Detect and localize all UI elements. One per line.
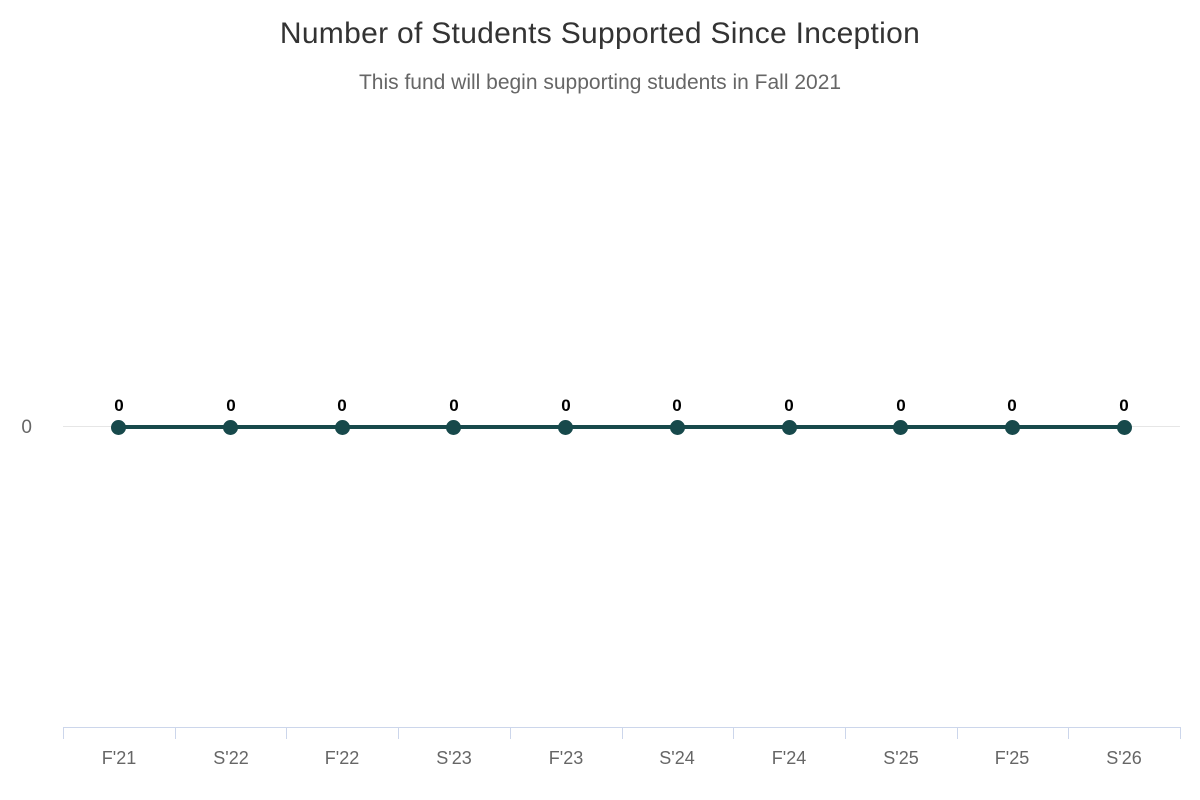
data-point[interactable]: [893, 420, 908, 435]
x-axis-tick: [63, 727, 64, 739]
x-axis-tick: [1180, 727, 1181, 739]
x-axis-category-label: S'22: [213, 748, 249, 768]
data-point[interactable]: [223, 420, 238, 435]
data-point[interactable]: [446, 420, 461, 435]
data-point-label: 0: [784, 396, 794, 415]
data-point[interactable]: [782, 420, 797, 435]
x-axis-tick: [510, 727, 511, 739]
data-point-label: 0: [226, 396, 236, 415]
data-point-label: 0: [337, 396, 347, 415]
x-axis-tick: [398, 727, 399, 739]
x-axis-category-label: S'23: [436, 748, 472, 768]
data-point[interactable]: [1117, 420, 1132, 435]
x-axis-tick: [1068, 727, 1069, 739]
data-point-label: 0: [1007, 396, 1017, 415]
data-point-label: 0: [114, 396, 124, 415]
x-axis-tick: [733, 727, 734, 739]
chart-title: Number of Students Supported Since Incep…: [279, 17, 921, 50]
x-axis-tick: [175, 727, 176, 739]
x-axis-tick: [286, 727, 287, 739]
data-point[interactable]: [1005, 420, 1020, 435]
data-point-label: 0: [672, 396, 682, 415]
chart-subtitle: This fund will begin supporting students…: [358, 71, 842, 94]
data-point-label: 0: [449, 396, 459, 415]
x-axis-category-label: S'25: [883, 748, 919, 768]
data-point[interactable]: [670, 420, 685, 435]
x-axis-category-label: F'24: [771, 748, 807, 768]
x-axis-category-label: S'24: [659, 748, 695, 768]
data-point[interactable]: [111, 420, 126, 435]
x-axis-category-label: F'22: [324, 748, 360, 768]
series-line: [119, 425, 1124, 429]
data-point-label: 0: [896, 396, 906, 415]
x-axis-tick: [622, 727, 623, 739]
x-axis-category-label: F'21: [101, 748, 137, 768]
data-point[interactable]: [335, 420, 350, 435]
x-axis-tick: [845, 727, 846, 739]
y-axis-tick-label: 0: [21, 417, 32, 438]
x-axis-category-label: S'26: [1106, 748, 1142, 768]
data-point[interactable]: [558, 420, 573, 435]
x-axis-tick: [957, 727, 958, 739]
x-axis-category-label: F'23: [548, 748, 584, 768]
data-point-label: 0: [1119, 396, 1129, 415]
data-point-label: 0: [561, 396, 571, 415]
x-axis-category-label: F'25: [994, 748, 1030, 768]
